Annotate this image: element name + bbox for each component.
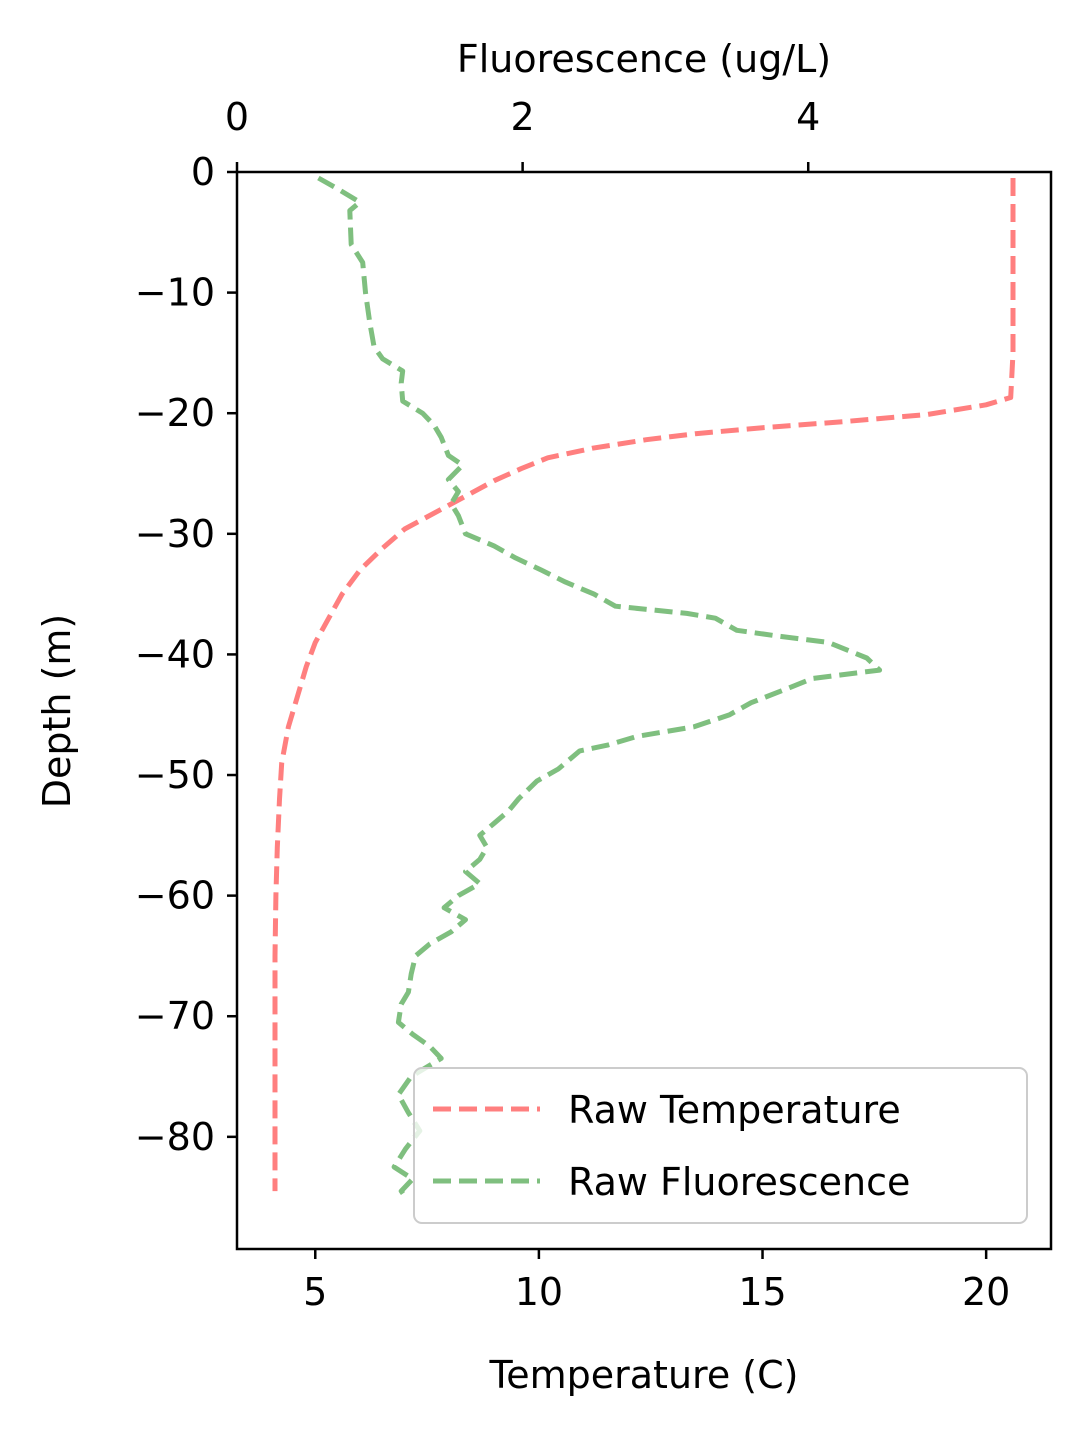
series-line-temperature [272,178,1016,1192]
y-tick-label: −60 [135,874,215,918]
y-tick-label: −80 [135,1115,215,1159]
plot-area-frame [235,170,1053,1251]
x2-tick-label: 4 [796,95,820,139]
y-tick-label: −40 [135,632,215,676]
y-tick-label: 0 [191,150,215,194]
legend-label-temperature: Raw Temperature [568,1088,901,1132]
y-tick-label: −50 [135,753,215,797]
x-axis-label: Temperature (C) [489,1353,799,1397]
x-axis-top-ticks: 0 2 4 [225,95,820,172]
y-tick-label: −20 [135,391,215,435]
x2-axis-label: Fluorescence (ug/L) [457,37,831,81]
y-tick-label: −70 [135,994,215,1038]
legend: Raw Temperature Raw Fluorescence [413,1067,1028,1224]
x-tick-label: 10 [515,1270,563,1314]
x2-tick-label: 0 [225,95,249,139]
series-layer [272,175,1016,1199]
y-axis-ticks: 0 −10 −20 −30 −40 −50 −60 −70 −80 [135,150,237,1159]
y-axis-label: Depth (m) [35,614,79,809]
x-tick-label: 5 [303,1270,327,1314]
y-tick-label: −30 [135,512,215,556]
x2-tick-label: 2 [511,95,535,139]
series-line-fluorescence [317,175,883,1199]
legend-box [413,1067,1028,1224]
y-tick-label: −10 [135,271,215,315]
legend-label-fluorescence: Raw Fluorescence [568,1160,910,1204]
x-axis-bottom-ticks: 5 10 15 20 [303,1249,1010,1314]
x-tick-label: 15 [738,1270,786,1314]
x-tick-label: 20 [962,1270,1010,1314]
